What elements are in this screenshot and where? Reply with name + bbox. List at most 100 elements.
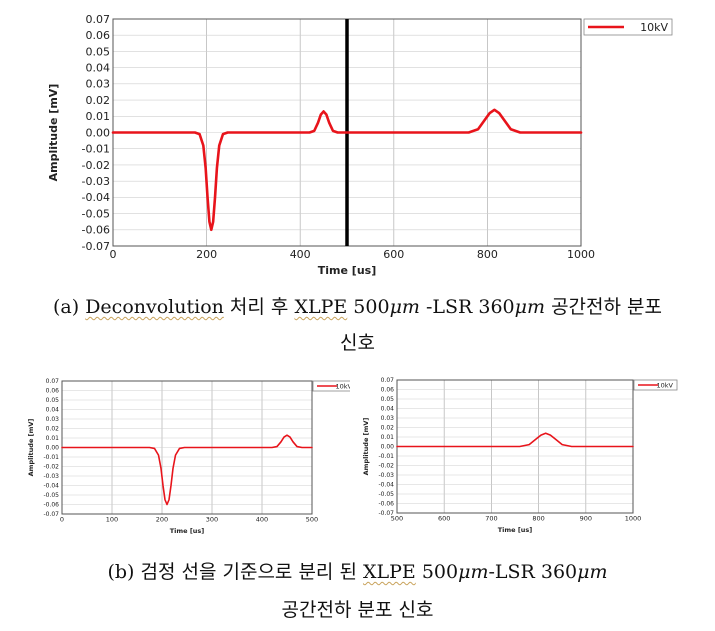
y-tick-label: -0.07 xyxy=(82,240,110,253)
y-tick-label: -0.04 xyxy=(43,483,59,490)
series-line-10kV xyxy=(396,432,634,448)
y-tick-label: 0.02 xyxy=(46,426,60,433)
y-tick-label: 0.01 xyxy=(86,110,111,123)
caption-b-xlpe: XLPE xyxy=(362,561,416,583)
y-tick-label: 0.03 xyxy=(86,78,111,91)
y-tick-label: -0.05 xyxy=(43,492,59,499)
y-tick-label: -0.01 xyxy=(378,453,394,460)
y-tick-label: 0.05 xyxy=(46,397,60,404)
y-tick-label: -0.07 xyxy=(43,511,59,518)
x-tick-label: 100 xyxy=(106,516,118,524)
y-tick-label: -0.02 xyxy=(82,159,110,172)
y-tick-label: -0.06 xyxy=(82,224,110,237)
chart-main-10kv: 0.07 0.06 0.05 0.04 0.03 0.02 0.01 0.00 -0.01 -0.… xyxy=(47,13,673,277)
x-tick-label: 0 xyxy=(110,248,117,261)
caption-a-xlpe: XLPE xyxy=(294,296,348,318)
x-tick-label: 700 xyxy=(485,515,497,523)
x-tick-label: 600 xyxy=(383,248,404,261)
x-axis-label: Time [us] xyxy=(498,526,533,534)
x-tick-label: 0 xyxy=(60,516,64,524)
y-tick-label: -0.03 xyxy=(43,473,59,480)
y-tick-label: 0.00 xyxy=(86,126,111,139)
x-axis-label: Time [us] xyxy=(170,527,205,535)
y-tick-label: -0.05 xyxy=(82,207,110,220)
y-tick-label: 0.04 xyxy=(86,61,111,74)
y-tick-label: 0.07 xyxy=(381,377,395,384)
y-tick-label: -0.04 xyxy=(378,482,394,489)
y-tick-label: -0.04 xyxy=(82,191,110,204)
caption-a-mid: 처리 후 xyxy=(223,296,295,318)
y-tick-label: 0.03 xyxy=(46,416,60,423)
caption-a-end: 공간전하 분포 xyxy=(545,296,662,318)
caption-a-360: 360 xyxy=(472,296,515,318)
y-tick-label: 0.04 xyxy=(46,407,60,414)
caption-a-um2: μm xyxy=(514,296,546,318)
y-axis-label: Amplitude [mV] xyxy=(47,84,60,182)
x-tick-label: 500 xyxy=(391,515,403,523)
caption-a-lsr: -LSR xyxy=(419,296,473,318)
caption-b-500: 500 xyxy=(415,561,459,583)
y-axis-label: Amplitude [mV] xyxy=(27,419,35,477)
x-tick-label: 900 xyxy=(580,515,592,523)
caption-b-um2: μm xyxy=(577,561,608,583)
y-tick-label: -0.05 xyxy=(378,491,394,498)
x-tick-label: 200 xyxy=(156,516,168,524)
y-axis-label: Amplitude [mV] xyxy=(362,418,370,476)
y-tick-label: -0.03 xyxy=(82,175,110,188)
x-tick-label: 300 xyxy=(206,516,218,524)
x-tick-label: 1000 xyxy=(567,248,595,261)
x-tick-label: 800 xyxy=(477,248,498,261)
x-tick-label: 500 xyxy=(306,516,318,524)
y-tick-label: 0.02 xyxy=(381,425,395,432)
y-tick-label: 0.01 xyxy=(46,435,60,442)
x-tick-label: 800 xyxy=(532,515,544,523)
y-tick-label: -0.07 xyxy=(378,510,394,517)
caption-b-line2-text: 공간전하 분포 신호 xyxy=(281,599,434,621)
caption-b-line2: 공간전하 분포 신호 xyxy=(0,595,715,622)
chart-right-10kv: 0.07 0.06 0.05 0.04 0.03 0.02 0.01 0.00 -0.01 -0.… xyxy=(362,377,678,534)
y-tick-label: 0.06 xyxy=(86,29,111,42)
y-tick-label: -0.03 xyxy=(378,472,394,479)
y-tick-label: -0.01 xyxy=(43,454,59,461)
caption-b-prefix: (b) 검정 선을 기준으로 분리 된 xyxy=(107,561,363,583)
y-tick-label: 0.05 xyxy=(381,396,395,403)
series-line-10kV xyxy=(111,108,583,232)
caption-a-deconvolution: Deconvolution xyxy=(85,296,224,318)
y-tick-label: 0.04 xyxy=(381,406,395,413)
x-axis-label: Time [us] xyxy=(318,264,376,277)
series-line-10kV xyxy=(61,434,313,506)
caption-b-360: 360 xyxy=(534,561,578,583)
y-tick-label: 0.07 xyxy=(46,378,60,385)
y-tick-label: -0.01 xyxy=(82,143,110,156)
legend-box xyxy=(583,18,673,36)
y-tick-label: 0.06 xyxy=(381,387,395,394)
chart-left-10kv: 0.07 0.06 0.05 0.04 0.03 0.02 0.01 0.00 -0.01 -0.… xyxy=(27,378,350,535)
y-tick-label: 0.06 xyxy=(46,388,60,395)
x-tick-label: 400 xyxy=(290,248,311,261)
y-tick-label: 0.03 xyxy=(381,415,395,422)
legend-label: 10kV xyxy=(336,382,350,390)
x-tick-label: 1000 xyxy=(625,515,642,523)
y-tick-label: 0.00 xyxy=(381,444,395,451)
caption-b-um1: μm xyxy=(458,561,489,583)
x-tick-label: 400 xyxy=(256,516,268,524)
caption-a-500: 500 xyxy=(347,296,390,318)
caption-a: (a) Deconvolution 처리 후 XLPE 500 μm -LSR 3… xyxy=(0,292,715,319)
y-tick-label: 0.02 xyxy=(86,94,111,107)
caption-b: (b) 검정 선을 기준으로 분리 된 XLPE 500μm-LSR 360μm xyxy=(0,557,715,584)
legend-label: 10kV xyxy=(657,381,674,389)
y-tick-label: -0.02 xyxy=(378,463,394,470)
x-tick-label: 600 xyxy=(438,515,450,523)
legend-label: 10kV xyxy=(640,21,668,34)
y-tick-label: 0.07 xyxy=(86,13,111,26)
caption-a-line2-text: 신호 xyxy=(340,332,375,354)
caption-a-line2: 신호 xyxy=(0,328,715,355)
y-tick-label: -0.02 xyxy=(43,464,59,471)
y-tick-label: 0.05 xyxy=(86,45,111,58)
caption-a-prefix: (a) xyxy=(53,296,86,318)
y-tick-label: 0.00 xyxy=(46,445,60,452)
y-tick-label: 0.01 xyxy=(381,434,395,441)
y-tick-label: -0.06 xyxy=(43,502,59,509)
x-tick-label: 200 xyxy=(196,248,217,261)
y-tick-label: -0.06 xyxy=(378,501,394,508)
